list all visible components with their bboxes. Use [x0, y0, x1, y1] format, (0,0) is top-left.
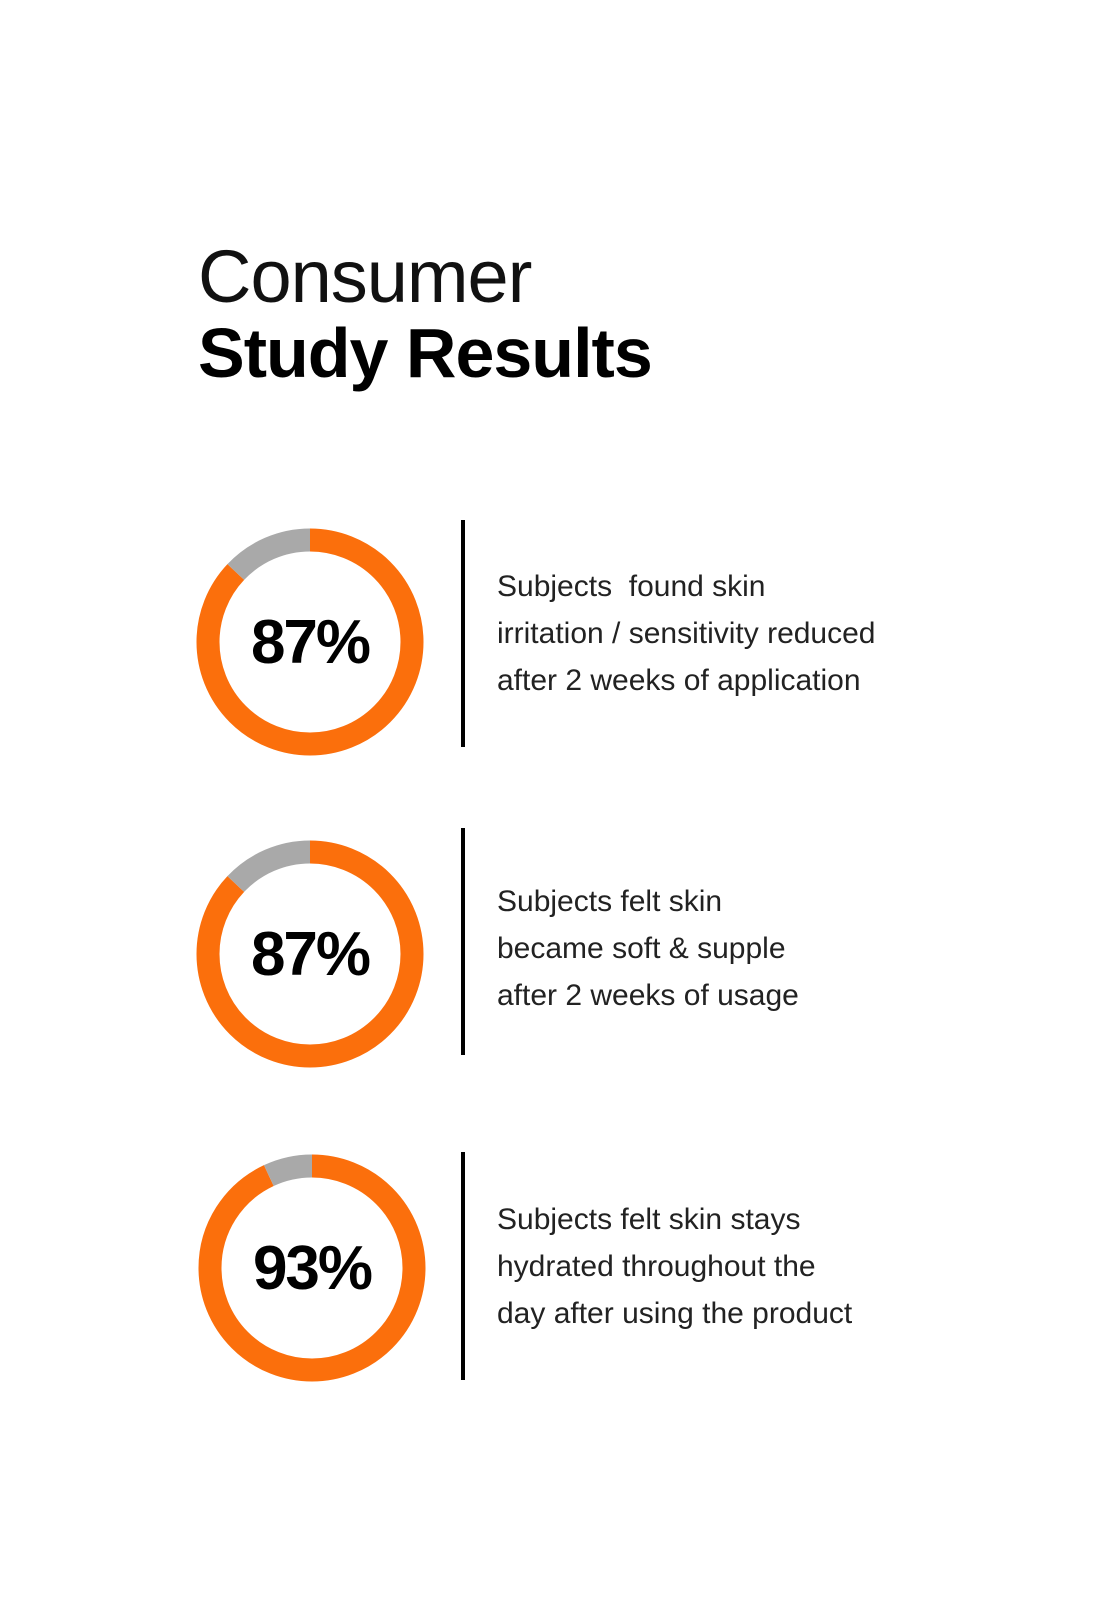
donut-slice-remainder — [196, 528, 424, 756]
divider — [461, 1152, 465, 1380]
description-line: hydrated throughout the — [497, 1250, 816, 1283]
description-line: irritation / sensitivity reduced — [497, 617, 876, 650]
donut-slice-remainder — [198, 1154, 426, 1382]
divider — [461, 828, 465, 1055]
result-item: 87% Subjects found skin irritation / sensi… — [0, 0, 1100, 756]
percent-label: 93% — [252, 1233, 373, 1303]
description-line: Subjects felt skin — [497, 885, 723, 918]
description-line: became soft & supple — [497, 932, 786, 965]
donut-chart — [198, 1154, 426, 1382]
donut-chart — [196, 528, 424, 756]
description-line: day after using the product — [497, 1297, 853, 1330]
percent-label: 87% — [250, 607, 371, 677]
donut-slice-remainder — [196, 840, 424, 1068]
title-line1: Consumer — [198, 235, 532, 318]
description-line: Subjects felt skin stays — [497, 1203, 801, 1236]
description-line: after 2 weeks of usage — [497, 979, 799, 1012]
divider — [461, 520, 465, 747]
title-line2: Study Results — [198, 314, 653, 392]
description-line: Subjects found skin — [497, 570, 766, 603]
description: Subjects felt skin became soft & supple af… — [497, 878, 799, 1019]
result-item: 93% Subjects felt skin stays hydrated thro… — [0, 0, 1100, 1382]
percent-label: 87% — [250, 919, 371, 989]
description: Subjects felt skin stays hydrated through… — [497, 1196, 852, 1337]
description-line: after 2 weeks of application — [497, 664, 861, 697]
donut-chart — [196, 840, 424, 1068]
result-item: 87% Subjects felt skin became soft & suppl… — [0, 0, 1100, 1068]
description: Subjects found skin irritation / sensitiv… — [497, 563, 876, 704]
